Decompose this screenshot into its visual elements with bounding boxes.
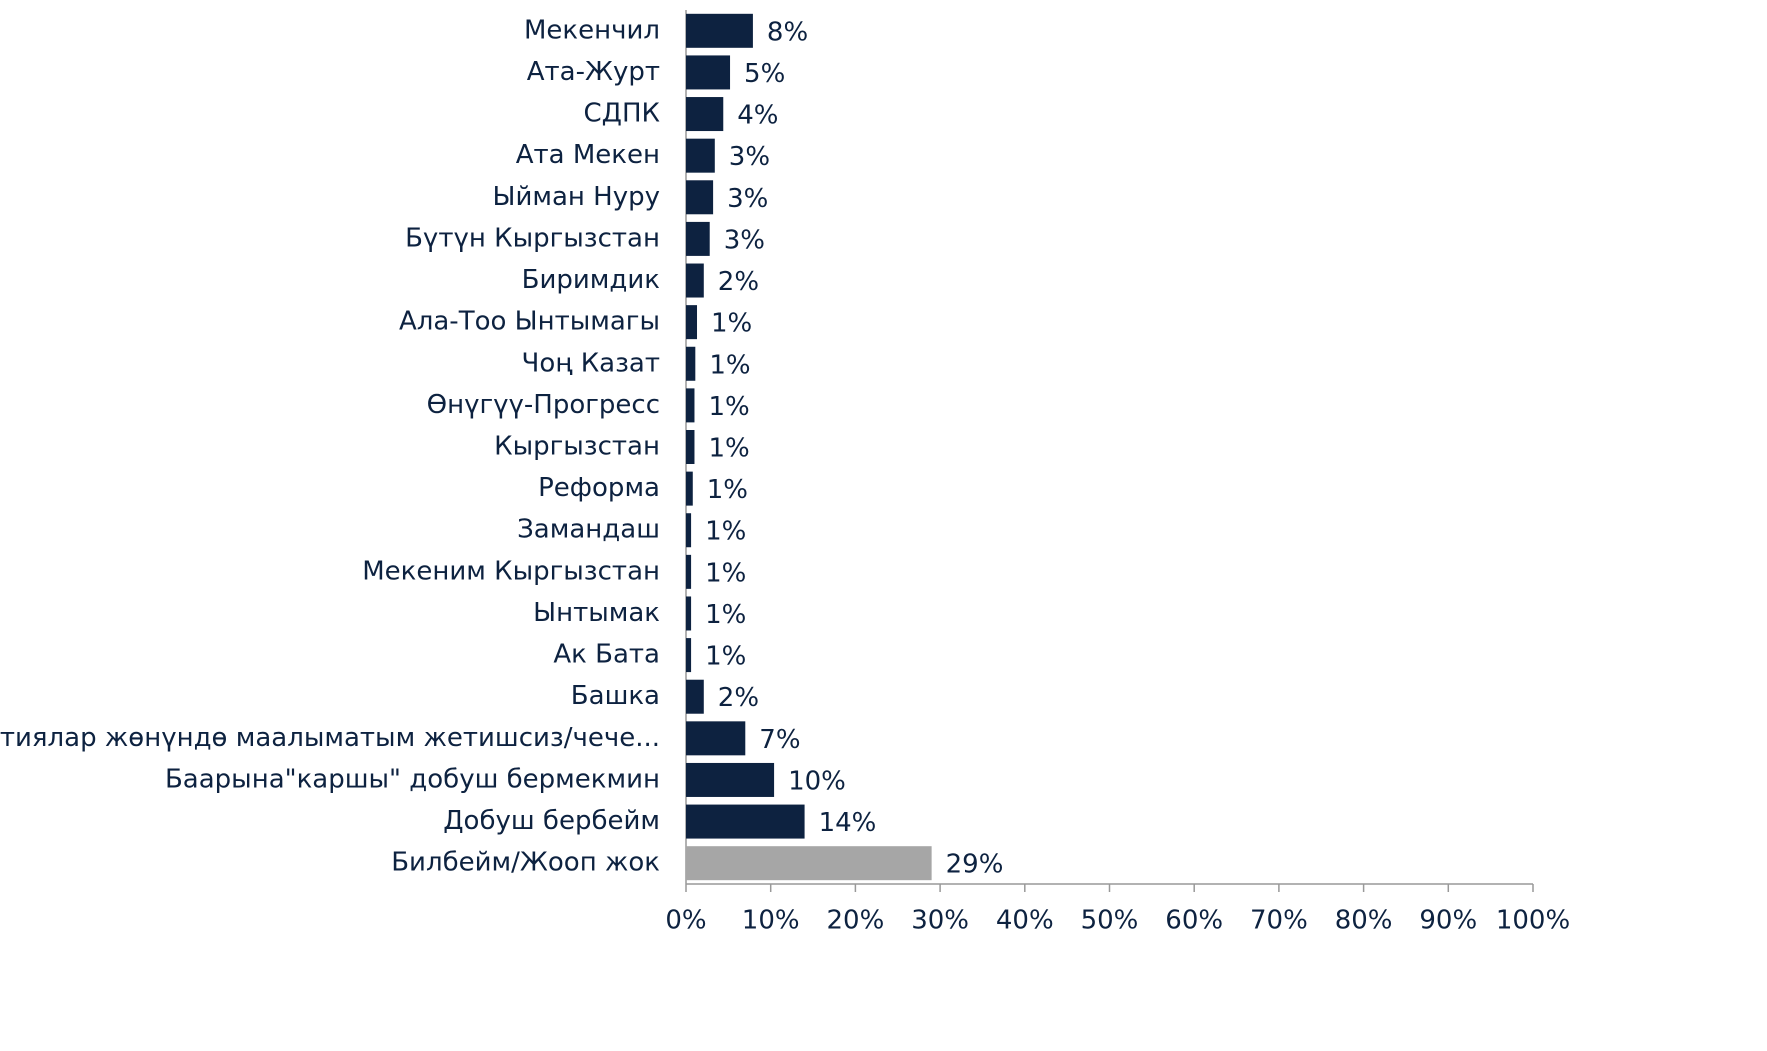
x-tick-label: 90%: [1419, 906, 1477, 936]
y-tick-label: Добуш бербейм: [443, 806, 660, 836]
bar: [686, 638, 692, 673]
y-tick-label: Ак Бата: [553, 640, 660, 670]
x-tick-label: 0%: [665, 906, 706, 936]
y-tick-label: Ала-Тоо Ынтымагы: [399, 307, 660, 337]
bar: [686, 388, 695, 423]
x-tick-label: 100%: [1496, 906, 1570, 936]
data-label: 14%: [819, 808, 877, 838]
bar: [686, 513, 692, 548]
bar: [686, 263, 704, 298]
data-label: 1%: [708, 392, 749, 422]
y-tick-label: Билбейм/Жооп жок: [391, 848, 660, 878]
y-tick-label: Замандаш: [517, 515, 660, 545]
y-tick-label: Ата Мекен: [516, 140, 660, 170]
bar: [686, 13, 753, 48]
bar: [686, 762, 775, 797]
data-label: 4%: [737, 101, 778, 131]
y-tick-label: Реформа: [538, 473, 660, 503]
data-label: 1%: [708, 434, 749, 464]
bar: [686, 430, 695, 464]
x-tick-label: 30%: [911, 906, 969, 936]
data-label: 2%: [718, 683, 759, 713]
data-label: 1%: [711, 309, 752, 339]
data-label: 7%: [759, 725, 800, 755]
y-tick-label: Партиялар жөнүндө маалыматым жетишсиз/че…: [0, 723, 660, 753]
y-tick-label: СДПК: [584, 99, 660, 129]
y-tick-label: Чоң Казат: [522, 348, 660, 378]
y-tick-label: Биримдик: [522, 265, 660, 295]
bar: [686, 55, 731, 90]
x-tick-label: 80%: [1335, 906, 1393, 936]
x-tick-label: 10%: [742, 906, 800, 936]
bar: [686, 471, 693, 506]
data-label: 3%: [729, 142, 770, 172]
data-label: 1%: [705, 642, 746, 672]
x-tick-label: 20%: [827, 906, 885, 936]
x-tick-label: 50%: [1081, 906, 1139, 936]
bar: [686, 721, 746, 756]
data-label: 3%: [727, 184, 768, 214]
y-tick-label: Өнүгүү-Прогресс: [427, 390, 660, 420]
data-label: 8%: [767, 17, 808, 47]
y-tick-label: Ата-Журт: [527, 57, 660, 87]
y-tick-label: Ыйман Нуру: [493, 182, 660, 212]
data-label: 5%: [744, 59, 785, 89]
bar: [686, 180, 714, 215]
y-tick-label: Баарына"каршы" добуш бермекмин: [165, 764, 660, 794]
bar: [686, 846, 932, 881]
bar: [686, 679, 704, 714]
data-label: 1%: [705, 558, 746, 588]
bar: [686, 97, 724, 132]
bar: [686, 346, 696, 381]
y-tick-label: Мекенчил: [524, 15, 660, 45]
y-tick-label: Башка: [571, 681, 660, 711]
y-tick-label: Кыргызстан: [494, 432, 660, 462]
data-label: 10%: [788, 766, 846, 796]
x-tick-label: 40%: [996, 906, 1054, 936]
x-tick-label: 70%: [1250, 906, 1308, 936]
y-tick-label: Ынтымак: [533, 598, 660, 628]
data-label: 1%: [707, 475, 748, 505]
bar: [686, 138, 715, 173]
bar: [686, 554, 692, 589]
x-tick-label: 60%: [1165, 906, 1223, 936]
bar: [686, 804, 805, 839]
data-label: 1%: [709, 350, 750, 380]
y-tick-label: Мекеним Кыргызстан: [362, 556, 660, 586]
data-label: 3%: [724, 225, 765, 255]
data-label: 1%: [705, 517, 746, 547]
data-label: 2%: [718, 267, 759, 297]
bar: [686, 305, 698, 340]
data-label: 29%: [946, 850, 1004, 880]
y-tick-label: Бүтүн Кыргызстан: [405, 223, 660, 253]
bar: [686, 596, 692, 631]
bar: [686, 221, 710, 256]
data-label: 1%: [705, 600, 746, 630]
